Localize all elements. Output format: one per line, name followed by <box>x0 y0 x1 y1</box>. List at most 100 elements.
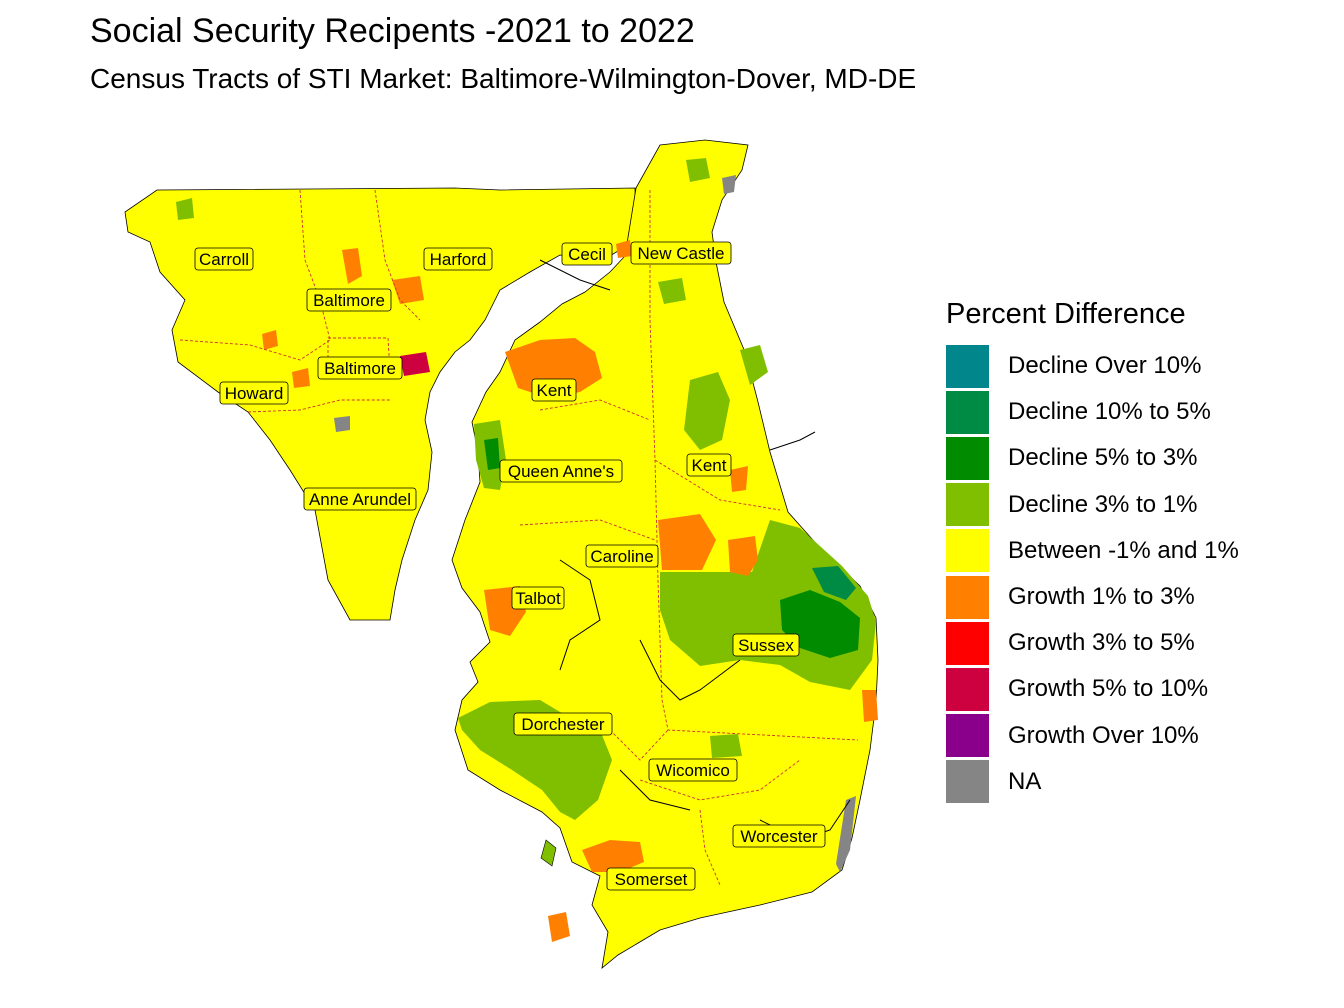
legend-swatch <box>946 390 989 434</box>
county-label-howard: Howard <box>219 381 289 405</box>
legend-swatch <box>946 714 989 758</box>
county-label-queen-annes: Queen Anne's <box>499 459 623 483</box>
cecil-growth-area <box>616 240 632 258</box>
legend-item: Growth Over 10% <box>946 713 1239 759</box>
county-label-worcester: Worcester <box>732 824 826 848</box>
county-label-baltimore-city: Baltimore <box>317 356 403 380</box>
legend-label: Between -1% and 1% <box>1008 536 1239 564</box>
county-label-carroll: Carroll <box>194 247 254 271</box>
howard-growth-area <box>262 330 278 350</box>
baltimore-city-growth-area <box>400 352 430 376</box>
county-label-harford: Harford <box>423 247 493 271</box>
county-label-dorchester: Dorchester <box>513 712 613 736</box>
svg-text:Wicomico: Wicomico <box>656 761 730 780</box>
new-castle-decline-area <box>658 278 686 304</box>
svg-text:Queen Anne's: Queen Anne's <box>508 462 614 481</box>
legend-item: Growth 1% to 3% <box>946 574 1239 620</box>
carroll-decline-area <box>176 198 194 220</box>
svg-text:Dorchester: Dorchester <box>521 715 604 734</box>
legend-item: Decline 5% to 3% <box>946 435 1239 481</box>
county-label-anne-arundel: Anne Arundel <box>303 487 417 511</box>
kent-de-growth-area-2 <box>730 466 748 492</box>
legend-item: Decline 3% to 1% <box>946 482 1239 528</box>
svg-text:Anne Arundel: Anne Arundel <box>309 490 411 509</box>
svg-text:Worcester: Worcester <box>740 827 817 846</box>
river-line <box>559 559 601 671</box>
county-boundary-line <box>519 519 656 541</box>
legend-swatch <box>946 483 989 527</box>
map-subtitle: Census Tracts of STI Market: Baltimore-W… <box>90 63 917 94</box>
svg-text:New Castle: New Castle <box>638 244 725 263</box>
anne-arundel-na-area <box>334 416 350 432</box>
kent-md-growth-area <box>505 338 602 398</box>
river-line <box>639 639 741 701</box>
legend-item: Growth 5% to 10% <box>946 666 1239 712</box>
new-castle-na-area <box>722 175 736 194</box>
svg-text:Howard: Howard <box>225 384 284 403</box>
svg-text:Somerset: Somerset <box>615 870 688 889</box>
legend-item: Decline 10% to 5% <box>946 389 1239 435</box>
legend-label: Growth 5% to 10% <box>1008 675 1209 703</box>
wicomico-decline-area <box>710 734 742 758</box>
legend-swatch <box>946 575 989 619</box>
worcester-coast-na-area <box>836 796 856 872</box>
legend-items: Decline Over 10% Decline 10% to 5% Decli… <box>946 343 1239 805</box>
county-boundary-line <box>609 729 669 761</box>
county-boundary-line <box>374 189 421 321</box>
map-title: Social Security Recipents -2021 to 2022 <box>90 12 695 50</box>
county-boundary-line <box>539 399 651 421</box>
kent-de-growth-area <box>658 514 716 570</box>
legend-swatch <box>946 667 989 711</box>
river-line <box>539 259 611 291</box>
county-label-wicomico: Wicomico <box>648 758 738 782</box>
county-label-sussex: Sussex <box>732 633 800 657</box>
county-label-talbot: Talbot <box>511 586 565 610</box>
svg-text:Cecil: Cecil <box>568 245 606 264</box>
sussex-coast-growth-area <box>862 690 878 722</box>
sussex-strong-decline-area <box>780 590 860 658</box>
legend-label: Decline 10% to 5% <box>1008 398 1211 426</box>
legend-label: Decline 5% to 3% <box>1008 444 1198 472</box>
legend-label: Growth Over 10% <box>1008 721 1199 749</box>
baltimore-growth-area <box>342 248 362 284</box>
county-label-somerset: Somerset <box>606 867 696 891</box>
svg-text:Talbot: Talbot <box>515 589 561 608</box>
somerset-growth-area <box>582 840 644 872</box>
sussex-growth-area <box>728 536 758 576</box>
river-line <box>769 431 816 451</box>
county-label-baltimore: Baltimore <box>306 288 392 312</box>
county-label-cecil: Cecil <box>561 242 613 266</box>
legend-swatch <box>946 529 989 573</box>
state-boundary-line <box>649 190 859 741</box>
svg-text:Harford: Harford <box>430 250 487 269</box>
svg-text:Carroll: Carroll <box>199 250 249 269</box>
legend-label: Growth 1% to 3% <box>1008 583 1195 611</box>
svg-text:Caroline: Caroline <box>590 547 653 566</box>
legend-label: Decline Over 10% <box>1008 352 1202 380</box>
river-line <box>619 769 691 811</box>
county-label-caroline: Caroline <box>585 544 659 568</box>
svg-text:Sussex: Sussex <box>738 636 794 655</box>
legend-title: Percent Difference <box>946 298 1186 330</box>
legend-item: Decline Over 10% <box>946 343 1239 389</box>
svg-text:Kent: Kent <box>537 381 572 400</box>
queen-annes-strong-decline-area <box>484 438 500 470</box>
map-legend: Percent Difference Decline Over 10% Decl… <box>946 298 1239 805</box>
svg-text:Baltimore: Baltimore <box>324 359 396 378</box>
legend-swatch <box>946 436 989 480</box>
legend-item: NA <box>946 759 1239 805</box>
legend-label: NA <box>1008 767 1042 795</box>
island-region <box>540 839 557 867</box>
county-label-kent-md: Kent <box>531 378 577 402</box>
somerset-growth-area-2 <box>548 912 570 942</box>
county-label-kent-de: Kent <box>686 453 732 477</box>
svg-text:Kent: Kent <box>692 456 727 475</box>
svg-text:Baltimore: Baltimore <box>313 291 385 310</box>
county-boundary-line <box>299 189 331 341</box>
legend-swatch <box>946 760 989 804</box>
legend-item: Between -1% and 1% <box>946 528 1239 574</box>
county-boundary-line <box>179 339 331 361</box>
new-castle-decline-area-2 <box>686 158 710 182</box>
legend-swatch <box>946 344 989 388</box>
